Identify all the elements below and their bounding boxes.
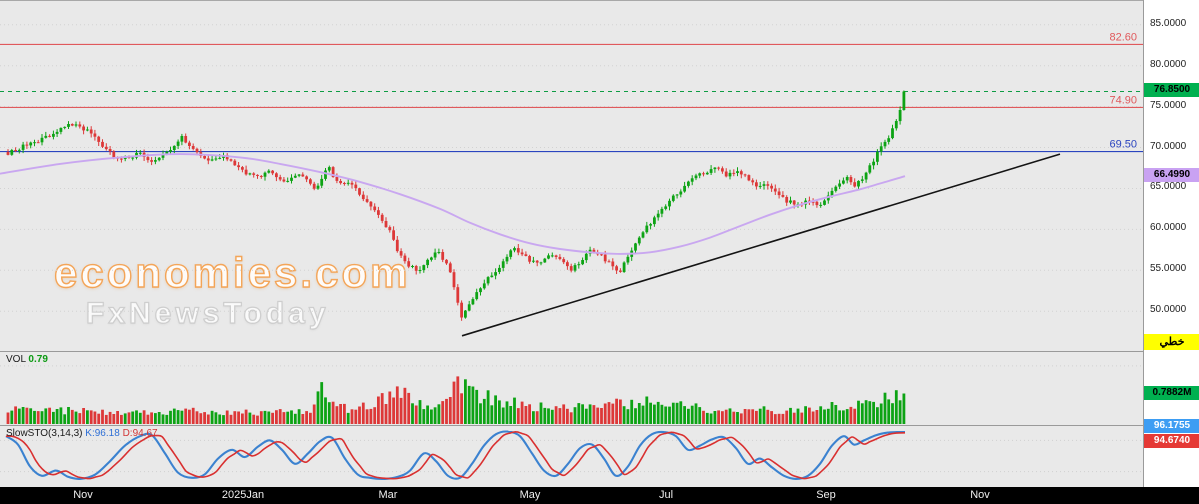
stochastic-chart-svg[interactable] xyxy=(0,426,1143,487)
time-axis-label: Jul xyxy=(658,489,674,501)
scale-type-badge[interactable]: خطي xyxy=(1144,334,1199,350)
volume-label-row: VOL 0.79 xyxy=(6,354,48,365)
time-axis-label: 2025Jan xyxy=(221,489,265,501)
watermark-fxnewstoday: FxNewsToday xyxy=(85,296,330,330)
volume-chart-svg[interactable] xyxy=(0,352,1143,425)
volume-current-value: 0.79 xyxy=(28,354,48,365)
moving-average-line xyxy=(0,153,906,255)
price-line-label: 82.60 xyxy=(1109,31,1137,43)
sto-d-badge: 94.6740 xyxy=(1144,434,1199,448)
volume-panel[interactable]: VOL 0.79 xyxy=(0,352,1143,426)
time-axis-label: May xyxy=(519,489,541,501)
price-axis-tick: 70.0000 xyxy=(1150,141,1187,152)
volume-value-badge: 0.7882M xyxy=(1144,386,1199,400)
price-line-label: 69.50 xyxy=(1109,139,1137,151)
price-axis-tick: 75.0000 xyxy=(1150,100,1187,111)
watermark-economies: economies.com xyxy=(53,248,411,296)
stochastic-k-line xyxy=(5,430,906,481)
trendline[interactable] xyxy=(461,153,1061,337)
stochastic-d-value: D:94.67 xyxy=(122,428,158,439)
time-axis-label: Mar xyxy=(378,489,398,501)
stochastic-d-line xyxy=(5,430,906,480)
stochastic-label-row: SlowSTO(3,14,3) K:96.18 D:94.67 xyxy=(6,428,158,439)
candlestick-series xyxy=(6,90,906,321)
price-axis-tick: 65.0000 xyxy=(1150,181,1187,192)
price-axis-tick: 80.0000 xyxy=(1150,59,1187,70)
time-axis-label: Nov xyxy=(73,489,93,501)
stochastic-k-value: K:96.18 xyxy=(85,428,120,439)
stochastic-panel[interactable]: SlowSTO(3,14,3) K:96.18 D:94.67 xyxy=(0,426,1143,487)
time-axis-label: Nov xyxy=(970,489,990,501)
volume-label: VOL xyxy=(6,354,26,365)
price-axis[interactable]: 85.0000 80.0000 75.0000 70.0000 65.0000 60.00… xyxy=(1143,0,1199,487)
volume-bars xyxy=(6,376,906,424)
stochastic-label: SlowSTO(3,14,3) xyxy=(6,428,83,439)
price-chart-svg[interactable]: 82.60 74.90 69.50 xyxy=(0,1,1143,351)
price-axis-tick: 60.0000 xyxy=(1150,222,1187,233)
sto-k-badge: 96.1755 xyxy=(1144,419,1199,433)
ma-value-badge: 66.4990 xyxy=(1144,168,1199,182)
price-panel[interactable]: economies.com FxNewsToday 82.60 74.90 69.5… xyxy=(0,0,1143,352)
last-price-badge: 76.8500 xyxy=(1144,83,1199,97)
price-axis-tick: 85.0000 xyxy=(1150,18,1187,29)
price-axis-tick: 55.0000 xyxy=(1150,263,1187,274)
time-axis-label: Sep xyxy=(816,489,836,501)
price-axis-tick: 50.0000 xyxy=(1150,304,1187,315)
price-line-label: 74.90 xyxy=(1109,94,1137,106)
time-axis[interactable]: Nov 2025Jan Mar May Jul Sep Nov xyxy=(0,487,1199,504)
